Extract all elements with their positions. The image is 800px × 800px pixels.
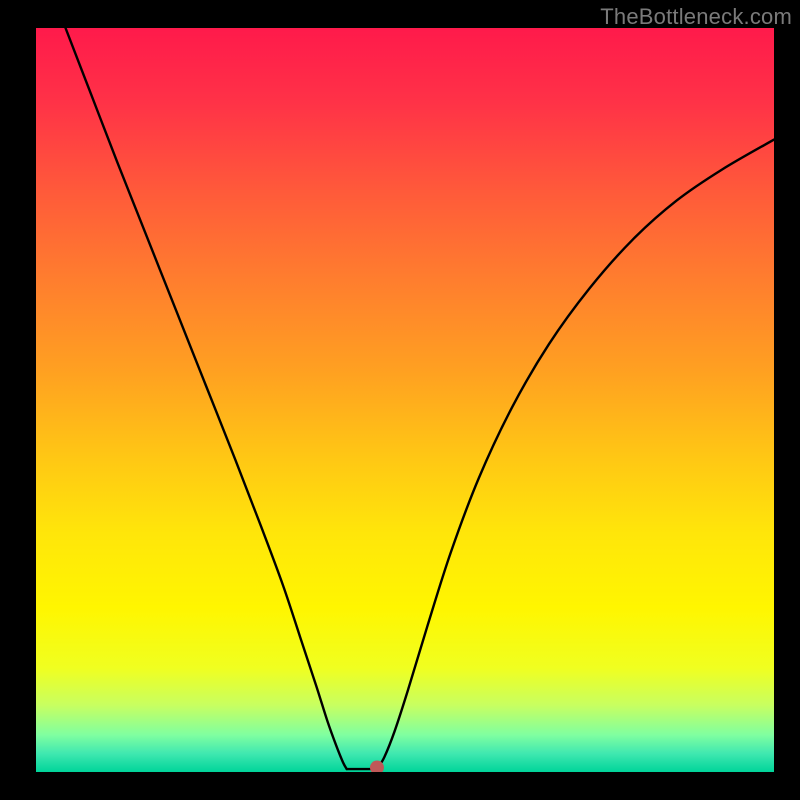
gradient-background — [36, 28, 774, 772]
watermark-text: TheBottleneck.com — [600, 4, 792, 30]
chart-frame: TheBottleneck.com — [0, 0, 800, 800]
plot-area — [36, 28, 774, 772]
bottleneck-chart-svg — [36, 28, 774, 772]
